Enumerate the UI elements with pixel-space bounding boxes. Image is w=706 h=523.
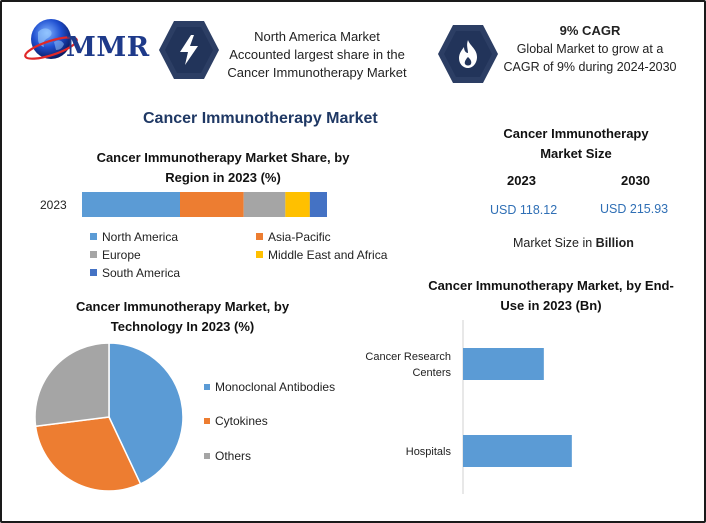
flame-icon <box>459 40 477 68</box>
market-value-2023: USD 118.12 <box>490 203 558 217</box>
legend-label: Monoclonal Antibodies <box>215 380 336 394</box>
main-title: Cancer Immunotherapy Market <box>143 110 378 127</box>
info-box-1-line1: North America Market <box>254 29 380 44</box>
market-size-title: Cancer Immunotherapy Market Size <box>476 124 676 164</box>
legend-label: Cytokines <box>215 414 268 428</box>
info-box-1-line3: Cancer Immunotherapy Market <box>227 65 407 80</box>
info-box-2-text: 9% CAGR Global Market to grow at a CAGR … <box>495 22 685 76</box>
legend-label: Middle East and Africa <box>268 248 388 262</box>
technology-chart-title: Cancer Immunotherapy Market, by Technolo… <box>45 297 320 337</box>
legend-asia-pacific: Asia-Pacific <box>256 230 331 244</box>
legend-label: Asia-Pacific <box>268 230 331 244</box>
globe-icon <box>24 19 78 60</box>
legend-monoclonal: Monoclonal Antibodies <box>204 380 335 394</box>
enduse-category-label: Hospitals <box>406 446 452 458</box>
pie-slice-monoclonal-antibodies <box>108 342 184 485</box>
info-box-2-line2: CAGR of 9% during 2024-2030 <box>503 60 677 74</box>
logo-text: MMR <box>66 32 150 63</box>
enduse-chart-title: Cancer Immunotherapy Market, by End- Use… <box>410 276 692 316</box>
enduse-category-label: Cancer Research <box>365 351 451 363</box>
region-chart-title: Cancer Immunotherapy Market Share, by Re… <box>78 148 368 188</box>
info-box-1-text: North America Market Accounted largest s… <box>212 28 422 82</box>
region-chart-title-line1: Cancer Immunotherapy Market Share, by <box>96 150 350 165</box>
region-bar-segment-middle-east-and-africa <box>285 192 310 217</box>
enduse-bar-2 <box>463 435 572 467</box>
enduse-chart-title-line2: Use in 2023 (Bn) <box>500 298 602 313</box>
legend-europe: Europe <box>90 248 141 262</box>
market-year-2023: 2023 <box>507 173 536 188</box>
region-bar-segment-europe <box>243 192 286 217</box>
market-size-title-line2: Market Size <box>540 146 612 161</box>
region-bar-segment-north-america <box>82 192 180 217</box>
legend-label: South America <box>102 266 181 280</box>
pie-slice-others <box>34 342 110 428</box>
legend-label: Europe <box>102 248 141 262</box>
market-size-title-line1: Cancer Immunotherapy <box>503 126 649 141</box>
pie-slice-cytokines <box>34 416 142 492</box>
lightning-icon <box>180 35 198 65</box>
legend-cytokines: Cytokines <box>204 414 268 428</box>
info-hexagon-2 <box>438 25 498 83</box>
enduse-chart-title-line1: Cancer Immunotherapy Market, by End- <box>428 278 674 293</box>
legend-others: Others <box>204 449 251 463</box>
region-bar-segment-asia-pacific <box>180 192 244 217</box>
market-value-2030: USD 215.93 <box>600 202 669 216</box>
legend-label: North America <box>102 230 179 244</box>
mmr-logo: MMR <box>24 12 154 70</box>
legend-south-america: South America <box>90 266 180 280</box>
region-year-label: 2023 <box>40 198 67 212</box>
market-size-unit: Market Size in Billion <box>513 236 634 250</box>
info-box-2-line1: Global Market to grow at a <box>516 42 664 56</box>
info-box-1-line2: Accounted largest share in the <box>229 47 405 62</box>
enduse-category-label: Centers <box>412 367 451 379</box>
enduse-bar-1 <box>463 348 544 380</box>
legend-mea: Middle East and Africa <box>256 248 387 262</box>
region-chart-title-line2: Region in 2023 (%) <box>165 170 281 185</box>
region-bar-segment-south-america <box>309 192 327 217</box>
market-year-2030: 2030 <box>621 173 650 188</box>
cagr-heading: 9% CAGR <box>559 23 621 38</box>
unit-prefix: Market Size in <box>513 236 596 250</box>
technology-chart-title-line1: Cancer Immunotherapy Market, by <box>75 299 290 314</box>
technology-chart-title-line2: Technology In 2023 (%) <box>110 319 255 334</box>
legend-label: Others <box>215 449 252 463</box>
unit-bold: Billion <box>595 236 634 250</box>
legend-north-america: North America <box>90 230 178 244</box>
